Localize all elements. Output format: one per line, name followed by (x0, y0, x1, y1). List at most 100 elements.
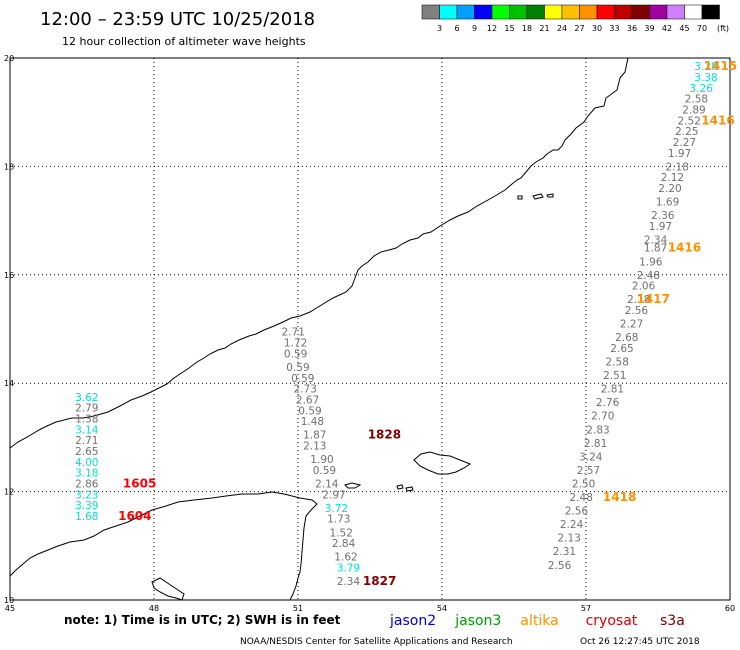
page-title: 12:00 – 23:59 UTC 10/25/2018 (40, 9, 315, 30)
wave-height-value: 1.62 (334, 552, 357, 564)
wave-height-value: 2.73 (294, 384, 317, 396)
wave-height-value: 3.18 (75, 468, 98, 480)
legend-swatch (509, 4, 528, 20)
legend-label: 27 (574, 24, 584, 33)
wave-height-value: 2.51 (603, 370, 626, 382)
wave-height-value: 2.68 (615, 332, 638, 344)
wave-height-value: 2.89 (682, 104, 705, 116)
lon-label: 48 (149, 604, 159, 613)
wave-height-value: 1.87 (303, 430, 326, 442)
legend-label: 42 (662, 24, 672, 33)
altimeter-track: 2.711.720.590.590.592.732.670.591.481.87… (282, 327, 361, 588)
map-frame (9, 57, 731, 601)
legend-swatch (596, 4, 615, 20)
altimeter-tracks: 3.622.791.383.142.712.654.003.182.863.23… (75, 61, 718, 588)
legend-swatch (474, 4, 493, 20)
wave-height-value: 2.57 (577, 465, 600, 477)
legend-label: 21 (539, 24, 549, 33)
wave-height-value: 1.72 (284, 338, 307, 350)
wave-height-value: 2.71 (282, 327, 305, 339)
wave-height-value: 2.56 (548, 560, 572, 572)
lat-label: 20 (4, 54, 14, 63)
wave-height-value: 0.59 (286, 362, 309, 374)
lon-label: 45 (5, 604, 15, 613)
wave-height-value: 2.65 (610, 343, 633, 355)
coastline-somalia (9, 491, 318, 601)
wave-height-value: 2.34 (644, 235, 668, 247)
coastline-islet (405, 486, 414, 492)
pass-time-label: 1827 (363, 574, 396, 588)
legend-swatch (544, 4, 563, 20)
lat-label: 10 (4, 596, 14, 605)
wave-height-value: 2.25 (675, 126, 698, 138)
altimeter-track: 3.283.383.262.582.892.522.252.271.972.18… (548, 61, 718, 572)
wave-height-value: 1.69 (656, 197, 679, 209)
coastline-arabia (9, 57, 629, 449)
credit-agency: NOAA/NESDIS Center for Satellite Applica… (240, 637, 513, 647)
coastline-islet (546, 193, 554, 198)
wave-height-value: 3.39 (75, 500, 98, 512)
coastline-islet (532, 193, 544, 200)
wave-height-value: 1.90 (310, 454, 333, 466)
wave-height-value: 2.20 (658, 183, 681, 195)
wave-height-value: 2.67 (296, 394, 319, 406)
legend-label: 6 (454, 24, 459, 33)
wave-height-value: 2.06 (632, 281, 656, 293)
wave-height-value: 2.58 (606, 357, 629, 369)
satellite-name: altika (520, 613, 558, 629)
wave-height-value: 2.24 (560, 519, 584, 531)
lat-label: 14 (4, 379, 14, 388)
wave-height-value: 3.28 (694, 61, 717, 73)
wave-height-value: 0.59 (298, 405, 321, 417)
legend-swatch (491, 4, 510, 20)
legend-label: 30 (592, 24, 602, 33)
coastline-islet (344, 482, 362, 489)
wave-height-value: 0.59 (291, 373, 314, 385)
wave-height-value: 2.81 (601, 384, 624, 396)
wave-height-value: 2.56 (625, 305, 649, 317)
coastline (9, 57, 629, 601)
pass-time-label: 1417 (636, 292, 669, 306)
wave-height-value: 2.81 (584, 438, 607, 450)
pass-time-label: 1416 (668, 241, 701, 255)
lat-label: 16 (4, 271, 14, 280)
wave-height-value: 2.83 (586, 424, 609, 436)
pass-time-label: 1418 (603, 490, 636, 504)
wave-height-value: 2.27 (620, 319, 643, 331)
color-legend: 3 6 9 12 15 18 21 24 27 30 33 36 39 42 45 70 (421, 4, 720, 33)
legend-label: 9 (472, 24, 477, 33)
wave-height-value: 2.12 (661, 172, 684, 184)
wave-height-value: 2.48 (570, 492, 593, 504)
wave-height-value: 2.97 (322, 489, 345, 501)
wave-height-value: 1.97 (668, 148, 691, 160)
wave-height-value: 2.70 (591, 411, 614, 423)
legend-swatch (439, 4, 458, 20)
wave-height-value: 2.36 (651, 210, 675, 222)
wave-height-value: 1.87 (644, 243, 667, 255)
wave-height-value: 1.73 (327, 514, 350, 526)
altimeter-track: 3.622.791.383.142.712.654.003.182.863.23… (75, 392, 99, 523)
lon-label: 60 (725, 604, 735, 613)
legend-swatch (649, 4, 668, 20)
legend-swatch (684, 4, 703, 20)
wave-height-value: 1.68 (75, 511, 98, 523)
legend-label: 39 (644, 24, 654, 33)
wave-height-value: 3.26 (690, 83, 714, 95)
satellite-name: cryosat (586, 613, 638, 629)
wave-height-value: 0.59 (284, 348, 307, 360)
wave-height-value: 3.79 (337, 562, 360, 574)
legend-swatch (561, 4, 580, 20)
wave-height-value: 2.18 (627, 294, 650, 306)
coastline-islet (517, 195, 523, 200)
legend-swatch (701, 4, 720, 20)
wave-height-value: 2.58 (685, 94, 708, 106)
legend-unit: (ft) (717, 24, 729, 33)
wave-height-value: 4.00 (75, 457, 98, 469)
wave-height-value: 1.52 (330, 527, 353, 539)
wave-height-value: 1.38 (75, 413, 98, 425)
coastline-islet (396, 484, 404, 490)
satellite-legend: jason2 jason3 altika cryosat s3a (389, 613, 685, 629)
wave-height-value: 0.59 (313, 465, 336, 477)
wave-height-value: 2.13 (558, 533, 581, 545)
